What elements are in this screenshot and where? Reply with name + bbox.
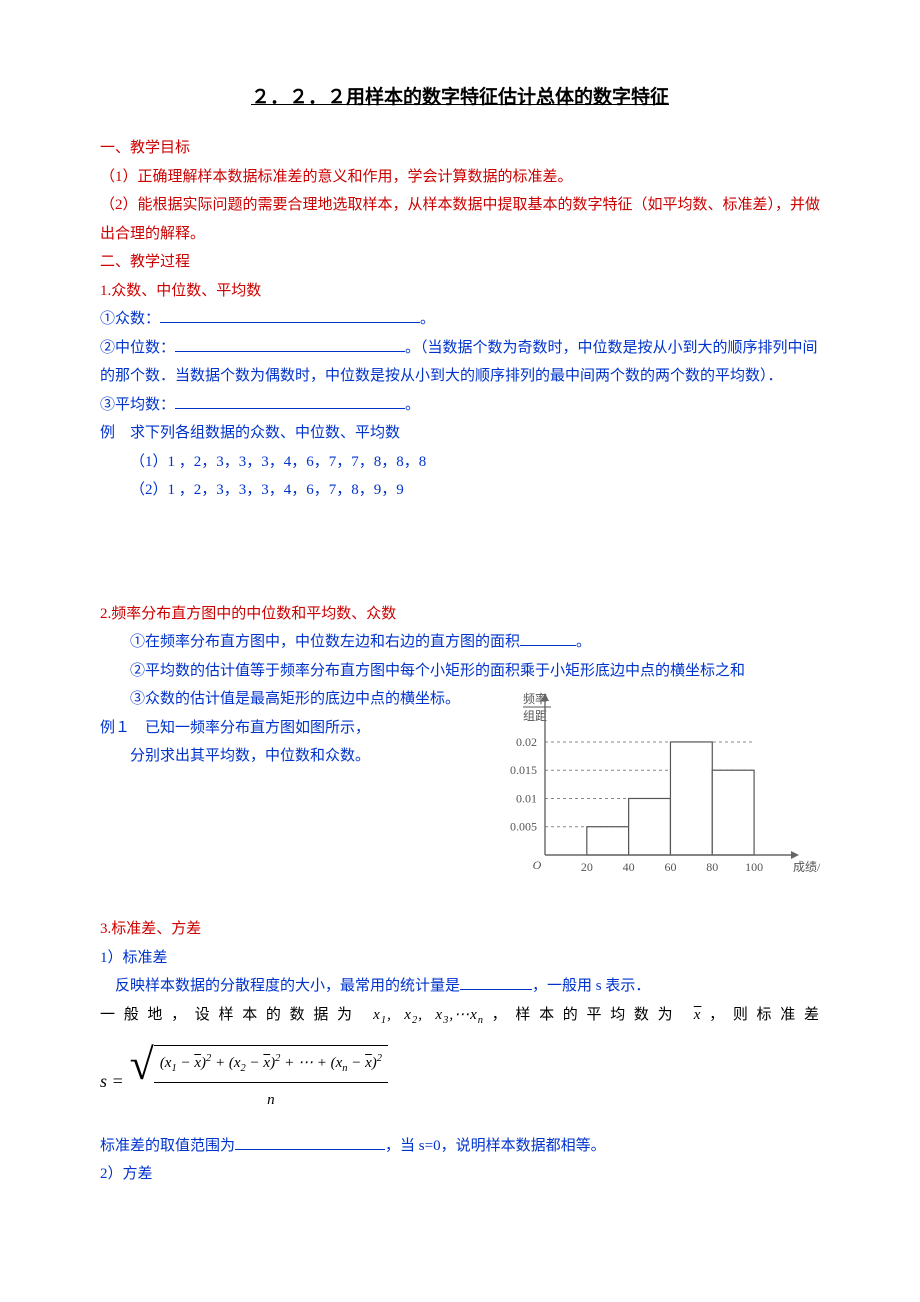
objective-1: （1）正确理解样本数据标准差的意义和作用，学会计算数据的标准差。 [100, 163, 820, 192]
objective-2: （2）能根据实际问题的需要合理地选取样本，从样本数据中提取基本的数字特征（如平均… [100, 191, 820, 248]
mode-suffix: 。 [420, 311, 435, 327]
hist-median-blank[interactable] [520, 645, 576, 646]
example-heading: 例 求下列各组数据的众数、中位数、平均数 [100, 419, 820, 448]
fraction-denominator: n [261, 1083, 281, 1118]
hist-mean-line: ②平均数的估计值等于频率分布直方图中每个小矩形的面积乘于小矩形底边中点的横坐标之… [100, 657, 820, 686]
document-page: ２．２．２用样本的数字特征估计总体的数字特征 一、教学目标 （1）正确理解样本数… [0, 0, 920, 1249]
svg-text:20: 20 [581, 860, 593, 874]
mean-line: ③平均数： 。 [100, 391, 820, 420]
stddev-range-post: ，当 s=0，说明样本数据都相等。 [385, 1138, 606, 1154]
example-data-1: （1）1 ，2，3，3，3，4，6，7，7，8，8，8 [100, 448, 820, 477]
spacer [100, 505, 820, 600]
median-prefix: ②中位数： [100, 340, 175, 356]
svg-text:O: O [533, 858, 542, 872]
stddev-intro-pre: 反映样本数据的分散程度的大小，最常用的统计量是 [100, 978, 460, 994]
stddev-setup-pre: 一般地，设样本的数据为 [100, 1007, 373, 1023]
mode-blank[interactable] [160, 322, 420, 323]
stddev-setup-mid: ，样本的平均数为 [484, 1007, 694, 1023]
stddev-setup: 一般地，设样本的数据为 x1, x2, x3,⋯xn，样本的平均数为 x，则标准… [100, 1001, 820, 1031]
svg-text:0.01: 0.01 [516, 792, 537, 806]
stddev-blank-1[interactable] [460, 989, 532, 990]
subsection-1-heading: 1.众数、中位数、平均数 [100, 277, 820, 306]
variance-sub-heading: 2）方差 [100, 1160, 820, 1189]
stddev-sub-heading: 1）标准差 [100, 944, 820, 973]
median-explain: 。（当数据个数为奇数时，中位数是按从小到大的顺序排列中间的那个数．当数据个数为偶… [100, 340, 818, 385]
sample-data-symbols: x1, x2, x3,⋯xn [373, 1007, 484, 1023]
example-data-2: （2）1 ，2，3，3，3，4，6，7，8，9，9 [100, 476, 820, 505]
median-blank[interactable] [175, 351, 405, 352]
mode-line: ①众数： 。 [100, 305, 820, 334]
mean-blank[interactable] [175, 408, 405, 409]
svg-text:成绩/分: 成绩/分 [793, 860, 820, 874]
stddev-formula: s = √ (x1 − x)2 + (x2 − x)2 + ⋯ + (xn − … [100, 1045, 820, 1118]
section-objectives-heading: 一、教学目标 [100, 134, 820, 163]
mean-suffix: 。 [405, 397, 420, 413]
mode-prefix: ①众数： [100, 311, 160, 327]
fraction: (x1 − x)2 + (x2 − x)2 + ⋯ + (xn − x)2 n [154, 1045, 388, 1118]
fraction-numerator: (x1 − x)2 + (x2 − x)2 + ⋯ + (xn − x)2 [154, 1046, 388, 1084]
sqrt-sign: √ [130, 1045, 154, 1118]
subsection-3-heading: 3.标准差、方差 [100, 915, 820, 944]
stddev-range: 标准差的取值范围为 ，当 s=0，说明样本数据都相等。 [100, 1132, 820, 1161]
mean-prefix: ③平均数： [100, 397, 175, 413]
histogram-svg: 频率组距0.0050.010.0150.02O20406080100成绩/分 [490, 685, 820, 885]
spacer-2 [100, 885, 820, 915]
stddev-intro: 反映样本数据的分散程度的大小，最常用的统计量是 ，一般用 s 表示． [100, 972, 820, 1001]
hist-median-prefix: ①在频率分布直方图中，中位数左边和右边的直方图的面积 [130, 634, 520, 650]
histogram-chart: 频率组距0.0050.010.0150.02O20406080100成绩/分 [490, 685, 820, 885]
svg-text:组距: 组距 [523, 709, 547, 723]
chart-row: ③众数的估计值是最高矩形的底边中点的横坐标。 例１ 已知一频率分布直方图如图所示… [100, 685, 820, 885]
stddev-setup-post: ，则标准差 [701, 1007, 820, 1023]
svg-text:100: 100 [745, 860, 763, 874]
hist-median-line: ①在频率分布直方图中，中位数左边和右边的直方图的面积 。 [100, 628, 820, 657]
page-title: ２．２．２用样本的数字特征估计总体的数字特征 [100, 80, 820, 116]
svg-text:0.015: 0.015 [510, 763, 537, 777]
svg-text:0.02: 0.02 [516, 735, 537, 749]
section-process-heading: 二、教学过程 [100, 248, 820, 277]
formula-lhs: s = [100, 1064, 124, 1098]
sqrt-wrapper: √ (x1 − x)2 + (x2 − x)2 + ⋯ + (xn − x)2 … [130, 1045, 388, 1118]
median-line: ②中位数：。（当数据个数为奇数时，中位数是按从小到大的顺序排列中间的那个数．当数… [100, 334, 820, 391]
stddev-range-blank[interactable] [235, 1149, 385, 1150]
svg-text:40: 40 [623, 860, 635, 874]
stddev-intro-post: ，一般用 s 表示． [532, 978, 650, 994]
stddev-range-pre: 标准差的取值范围为 [100, 1138, 235, 1154]
svg-text:80: 80 [706, 860, 718, 874]
svg-text:0.005: 0.005 [510, 820, 537, 834]
example-1-sub: 分别求出其平均数，中位数和众数。 [100, 742, 480, 771]
subsection-2-heading: 2.频率分布直方图中的中位数和平均数、众数 [100, 600, 820, 629]
chart-left-text: ③众数的估计值是最高矩形的底边中点的横坐标。 例１ 已知一频率分布直方图如图所示… [100, 685, 480, 771]
hist-median-suffix: 。 [576, 634, 591, 650]
hist-mode-line: ③众数的估计值是最高矩形的底边中点的横坐标。 [100, 685, 480, 714]
svg-text:60: 60 [664, 860, 676, 874]
example-1-heading: 例１ 已知一频率分布直方图如图所示， [100, 714, 480, 743]
